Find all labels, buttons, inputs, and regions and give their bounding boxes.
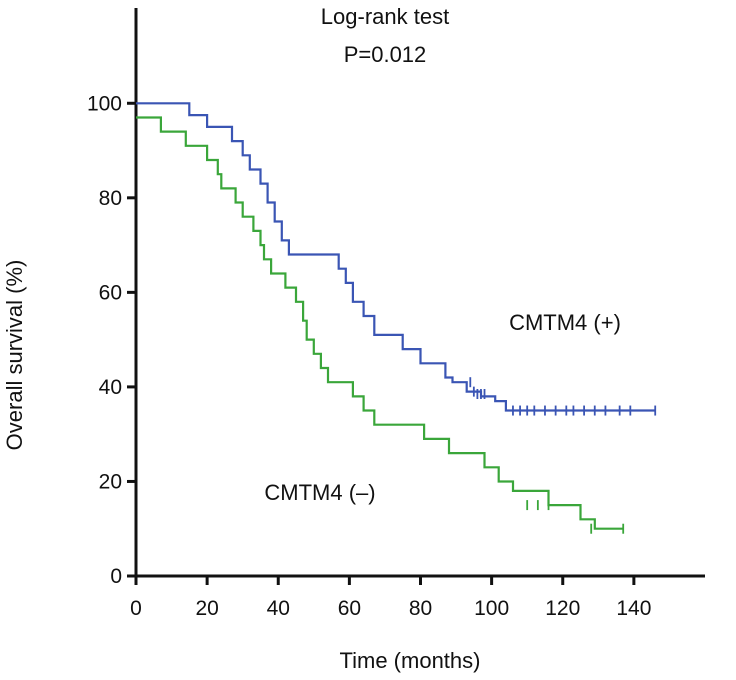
chart-title: Log-rank test (321, 4, 449, 29)
x-tick-label: 80 (409, 597, 432, 620)
axes: 0 20 40 60 80 100 0 20 40 60 80 100 120 140 (87, 8, 705, 620)
series-group (136, 102, 657, 416)
y-tick-label: 40 (99, 376, 122, 399)
y-tick-label: 60 (99, 281, 122, 304)
x-tick-label: 60 (338, 597, 361, 620)
x-tick-label: 20 (195, 597, 218, 620)
x-tick-label: 120 (545, 597, 580, 620)
y-tick-label: 100 (87, 92, 122, 115)
y-tick-label: 20 (99, 470, 122, 493)
series-group (136, 116, 625, 534)
x-tick-label: 40 (267, 597, 290, 620)
y-axis-title: Overall survival (%) (2, 260, 27, 451)
series-label-negative: CMTM4 (–) (264, 480, 375, 505)
series-label-positive: CMTM4 (+) (509, 310, 621, 335)
survival-curve-negative (136, 116, 624, 530)
chart-subtitle: P=0.012 (344, 42, 427, 67)
x-tick-label: 0 (130, 597, 142, 620)
y-tick-label: 0 (110, 565, 122, 588)
survival-curve-positive (136, 102, 656, 412)
series-layer (136, 102, 657, 534)
y-tick-label: 80 (99, 187, 122, 210)
x-tick-label: 140 (616, 597, 651, 620)
x-axis-title: Time (months) (340, 648, 481, 673)
x-tick-label: 100 (474, 597, 509, 620)
